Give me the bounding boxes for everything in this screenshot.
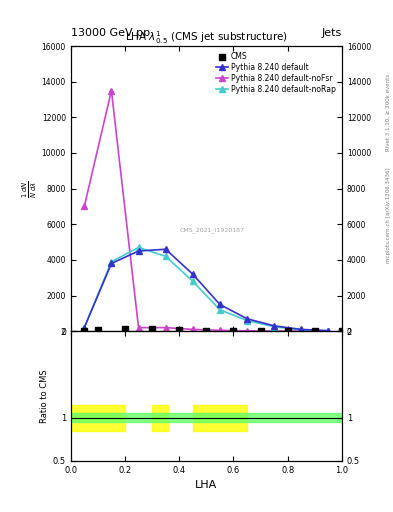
Pythia 8.240 default-noRap <box>299 327 303 333</box>
Line: Pythia 8.240 default: Pythia 8.240 default <box>81 246 332 334</box>
Pythia 8.240 default <box>272 323 276 329</box>
Bar <box>71 413 342 422</box>
Pythia 8.240 default-noFsr <box>326 328 331 334</box>
X-axis label: LHA: LHA <box>195 480 217 490</box>
Line: Pythia 8.240 default-noFsr: Pythia 8.240 default-noFsr <box>81 87 332 335</box>
Line: Pythia 8.240 default-noRap: Pythia 8.240 default-noRap <box>81 244 332 334</box>
CMS <box>177 327 182 333</box>
Pythia 8.240 default <box>109 261 114 267</box>
CMS <box>258 328 263 334</box>
Pythia 8.240 default <box>82 325 86 331</box>
Title: LHA $\lambda^{1}_{0.5}$ (CMS jet substructure): LHA $\lambda^{1}_{0.5}$ (CMS jet substru… <box>125 29 288 46</box>
Pythia 8.240 default-noFsr <box>136 325 141 331</box>
Pythia 8.240 default <box>218 302 222 308</box>
Bar <box>152 404 168 431</box>
Bar <box>193 404 247 431</box>
Pythia 8.240 default-noFsr <box>163 325 168 331</box>
Pythia 8.240 default <box>163 246 168 252</box>
CMS <box>150 326 154 332</box>
Pythia 8.240 default-noRap <box>244 317 250 324</box>
Pythia 8.240 default-noFsr <box>109 88 114 94</box>
Text: Jets: Jets <box>321 28 342 38</box>
Pythia 8.240 default <box>190 271 195 278</box>
Pythia 8.240 default-noRap <box>326 328 331 334</box>
Pythia 8.240 default-noFsr <box>244 328 250 334</box>
CMS <box>340 328 344 334</box>
Pythia 8.240 default-noFsr <box>82 203 86 209</box>
CMS <box>204 328 209 334</box>
Pythia 8.240 default <box>244 316 250 322</box>
Text: mcplots.cern.ch [arXiv:1306.3436]: mcplots.cern.ch [arXiv:1306.3436] <box>386 167 391 263</box>
CMS <box>123 326 127 332</box>
Text: Rivet 3.1.10, ≥ 300k events: Rivet 3.1.10, ≥ 300k events <box>386 74 391 151</box>
Pythia 8.240 default-noRap <box>218 307 222 313</box>
Pythia 8.240 default-noFsr <box>272 328 276 334</box>
CMS <box>231 328 236 334</box>
Pythia 8.240 default-noRap <box>163 253 168 260</box>
Y-axis label: $\frac{1}{N}\frac{dN}{d\lambda}$: $\frac{1}{N}\frac{dN}{d\lambda}$ <box>20 180 39 198</box>
Bar <box>71 404 125 431</box>
Y-axis label: Ratio to CMS: Ratio to CMS <box>40 369 49 423</box>
Pythia 8.240 default-noFsr <box>299 328 303 334</box>
Pythia 8.240 default-noFsr <box>218 327 222 333</box>
CMS <box>82 328 86 334</box>
Pythia 8.240 default-noRap <box>136 244 141 250</box>
CMS <box>312 328 317 334</box>
Pythia 8.240 default-noFsr <box>190 326 195 332</box>
CMS <box>285 328 290 334</box>
Pythia 8.240 default-noRap <box>109 259 114 265</box>
Legend: CMS, Pythia 8.240 default, Pythia 8.240 default-noFsr, Pythia 8.240 default-noRa: CMS, Pythia 8.240 default, Pythia 8.240 … <box>214 50 338 96</box>
CMS <box>95 327 100 333</box>
Text: CMS_2021_I1920187: CMS_2021_I1920187 <box>179 227 244 233</box>
Line: CMS: CMS <box>81 326 345 334</box>
Pythia 8.240 default-noRap <box>272 324 276 330</box>
Text: 13000 GeV pp: 13000 GeV pp <box>71 28 150 38</box>
Pythia 8.240 default <box>326 328 331 334</box>
Pythia 8.240 default <box>136 248 141 254</box>
Pythia 8.240 default <box>299 326 303 332</box>
Pythia 8.240 default-noRap <box>190 278 195 284</box>
Pythia 8.240 default-noRap <box>82 325 86 331</box>
